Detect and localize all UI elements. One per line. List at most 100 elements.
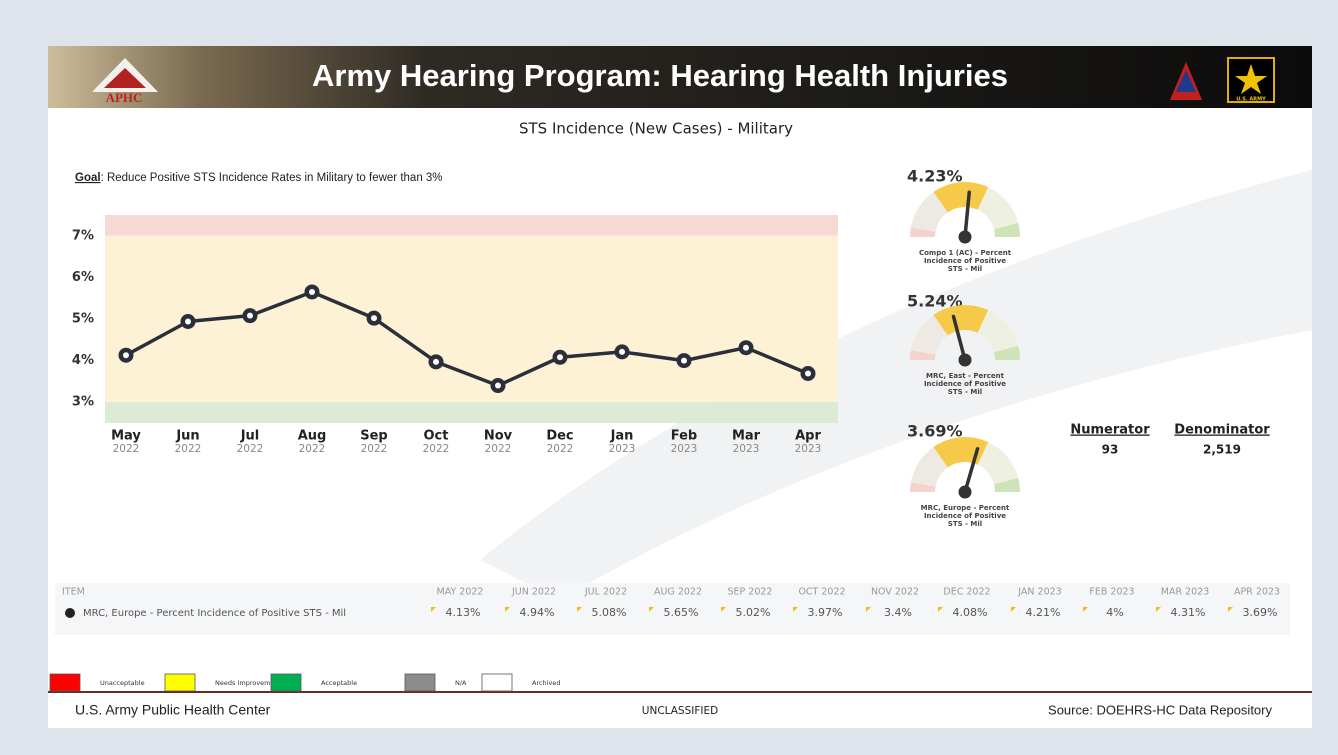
- gauge-needle: [963, 190, 971, 239]
- gauge-label: Compo 1 (AC) - Percent: [919, 249, 1012, 257]
- gauge-value: 5.24%: [907, 292, 963, 311]
- y-tick-label: 7%: [72, 228, 94, 243]
- table-header: MAR 2023: [1161, 587, 1210, 598]
- gauge-arc: [910, 227, 936, 237]
- x-tick-year: 2023: [795, 443, 822, 455]
- gauge-needle: [963, 447, 980, 494]
- gauge-value: 3.69%: [907, 422, 963, 441]
- point-center: [371, 315, 377, 322]
- table-header: JAN 2023: [1017, 587, 1061, 598]
- gauge-arc: [933, 305, 989, 336]
- gauge-arc: [993, 477, 1020, 492]
- army-star: [1235, 64, 1267, 94]
- gauge-label: STS - Mil: [948, 520, 982, 528]
- table-header: AUG 2022: [654, 587, 702, 598]
- gauge-arc: [910, 314, 948, 360]
- x-tick-year: 2022: [175, 443, 202, 455]
- status-flag: [866, 607, 871, 612]
- range-band: [105, 402, 838, 423]
- x-tick-year: 2022: [423, 443, 450, 455]
- gauge-arc: [910, 446, 948, 492]
- numerator-label: Numerator: [1070, 423, 1150, 438]
- footer-right: Source: DOEHRS-HC Data Repository: [1048, 702, 1272, 717]
- table-header: MAY 2022: [437, 587, 484, 598]
- table-value: 4.21%: [1026, 606, 1061, 619]
- goal-label: Goal: [75, 172, 101, 184]
- status-flag: [938, 607, 943, 612]
- gauge-arc: [910, 350, 936, 360]
- table-header: OCT 2022: [798, 587, 845, 598]
- legend-label: N/A: [455, 679, 467, 687]
- table-header: JUN 2022: [511, 587, 556, 598]
- x-tick-label: Apr: [795, 429, 821, 444]
- status-flag: [1011, 607, 1016, 612]
- status-flag: [1228, 607, 1233, 612]
- status-flag: [577, 607, 582, 612]
- subtitle: STS Incidence (New Cases) - Military: [519, 120, 793, 138]
- numerator: 93: [1102, 443, 1119, 457]
- x-tick-label: Sep: [360, 429, 388, 444]
- gauge-label: STS - Mil: [948, 388, 982, 396]
- table-header: APR 2023: [1234, 587, 1280, 598]
- denominator-label: Denominator: [1174, 423, 1270, 438]
- gauge-arc: [993, 222, 1020, 237]
- x-tick-year: 2022: [547, 443, 574, 455]
- background-swoosh: [480, 170, 1312, 600]
- table-value: 4%: [1106, 606, 1123, 619]
- point-center: [619, 348, 625, 355]
- status-flag: [1156, 607, 1161, 612]
- x-tick-year: 2023: [671, 443, 698, 455]
- x-tick-year: 2022: [485, 443, 512, 455]
- row-label: MRC, Europe - Percent Incidence of Posit…: [83, 608, 346, 619]
- gauge-label: Incidence of Positive: [924, 512, 1006, 520]
- x-tick-label: Feb: [671, 429, 697, 444]
- flag-logo: [1176, 70, 1196, 92]
- legend-swatch: [404, 673, 436, 692]
- gauge-hub: [958, 485, 972, 499]
- point-center: [681, 357, 687, 364]
- legend-swatch: [270, 673, 302, 692]
- point-center: [433, 358, 439, 365]
- y-tick-label: 5%: [72, 312, 94, 327]
- x-tick-label: Oct: [424, 429, 449, 444]
- legend-label: Archived: [532, 679, 560, 687]
- status-flag: [721, 607, 726, 612]
- point-center: [123, 352, 129, 359]
- x-tick-label: Dec: [546, 429, 573, 444]
- army-logo-text: U.S. ARMY: [1236, 97, 1266, 103]
- y-tick-label: 4%: [72, 353, 94, 368]
- x-tick-year: 2022: [299, 443, 326, 455]
- gauge-arc: [993, 345, 1020, 360]
- status-flag: [431, 607, 436, 612]
- gauge-label: MRC, East - Percent: [926, 372, 1005, 380]
- table-value: 4.31%: [1171, 606, 1206, 619]
- status-flag: [1083, 607, 1088, 612]
- gauge-arc: [910, 482, 936, 492]
- gauge-arc: [910, 191, 948, 237]
- table-header: JUL 2022: [584, 587, 627, 598]
- table-value: 3.97%: [808, 606, 843, 619]
- x-tick-year: 2023: [733, 443, 760, 455]
- logo-shape: [104, 68, 146, 88]
- y-tick-label: 6%: [72, 270, 94, 285]
- table-value: 4.94%: [520, 606, 555, 619]
- table-value: 3.69%: [1243, 606, 1278, 619]
- header-title: Army Hearing Program: Hearing Health Inj…: [312, 58, 1008, 93]
- gauge-label: Incidence of Positive: [924, 257, 1006, 265]
- x-tick-year: 2022: [113, 443, 140, 455]
- gauge-value: 4.23%: [907, 167, 963, 186]
- point-center: [247, 312, 253, 319]
- goal-text: : Reduce Positive STS Incidence Rates in…: [101, 172, 443, 184]
- table-header: DEC 2022: [943, 587, 990, 598]
- denominator: 2,519: [1203, 443, 1241, 457]
- table-header: SEP 2022: [728, 587, 773, 598]
- x-tick-label: Jan: [610, 429, 634, 444]
- series-line: [125, 290, 809, 388]
- table-value: 5.65%: [664, 606, 699, 619]
- table-header: FEB 2023: [1089, 587, 1134, 598]
- point-center: [557, 354, 563, 361]
- table-value: 3.4%: [884, 606, 912, 619]
- table-value: 4.08%: [953, 606, 988, 619]
- point-center: [309, 288, 315, 295]
